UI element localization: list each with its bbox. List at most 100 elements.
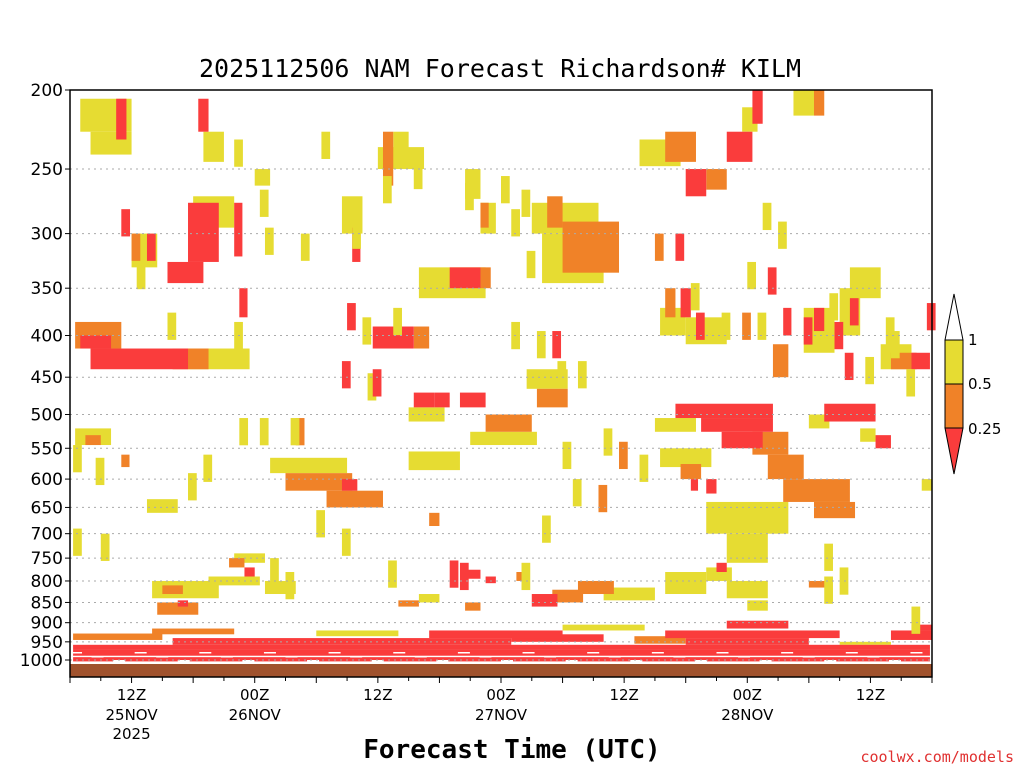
y-tick-label: 550	[31, 439, 63, 459]
ri-cell	[536, 331, 546, 359]
ri-region	[665, 572, 707, 595]
ri-cell	[362, 317, 372, 345]
ri-region	[244, 567, 255, 577]
ri-cell	[259, 418, 269, 446]
ri-region	[685, 638, 809, 645]
ri-cell	[73, 528, 82, 556]
ri-region	[157, 602, 199, 615]
ri-region	[511, 634, 604, 642]
ri-region	[690, 479, 699, 491]
ri-cell	[203, 454, 213, 482]
ri-region	[634, 636, 686, 644]
surface-streak	[371, 660, 384, 662]
ri-region	[793, 90, 814, 116]
ri-region	[783, 307, 792, 336]
ri-cell	[234, 139, 243, 167]
y-tick-label: 700	[31, 525, 63, 545]
ri-cell	[167, 312, 177, 340]
y-tick-label: 750	[31, 549, 63, 569]
ri-region	[911, 352, 930, 370]
ri-cell	[557, 361, 567, 389]
surface-streak	[630, 660, 643, 662]
ri-region	[382, 131, 394, 186]
surface-streak	[694, 660, 707, 662]
surface-streak	[220, 656, 233, 658]
ri-region	[398, 600, 419, 607]
surface-streak	[867, 656, 880, 658]
y-tick-label: 600	[31, 470, 63, 490]
ri-cell	[603, 428, 613, 456]
ri-cell	[844, 352, 854, 381]
ri-region	[459, 392, 486, 408]
y-tick-label: 400	[31, 326, 63, 346]
surface-streak	[350, 656, 363, 658]
ri-region	[408, 407, 445, 422]
ri-cell	[352, 221, 361, 249]
ri-cell	[803, 317, 813, 345]
y-axis: 200 250 300 350 400 450 500 550 600 650 700 750 8008…	[20, 81, 70, 671]
ri-region	[577, 580, 614, 595]
ri-cell	[188, 473, 197, 501]
ri-region	[921, 479, 932, 491]
credit-link[interactable]: coolwx.com/models	[860, 748, 1014, 766]
ri-region	[680, 464, 702, 480]
ri-cell	[372, 369, 382, 397]
ri-region	[188, 202, 219, 262]
ri-cell	[270, 558, 279, 586]
y-tick-label: 250	[31, 160, 63, 180]
ri-region	[116, 98, 127, 140]
ri-region	[73, 633, 163, 640]
ri-region	[547, 196, 563, 228]
ri-region	[772, 344, 789, 378]
ri-region	[465, 602, 481, 611]
ri-region	[203, 131, 224, 162]
ri-cell	[619, 441, 628, 470]
legend-bottom-arrow	[944, 427, 964, 475]
ri-cell	[849, 298, 859, 326]
x-tick-time: 12Z	[363, 686, 392, 704]
ri-cell	[264, 227, 274, 255]
ri-region	[418, 594, 440, 603]
x-tick-day: 28NOV	[721, 706, 774, 724]
ri-cell	[747, 261, 757, 290]
ri-region	[152, 628, 235, 635]
surface-streak	[501, 660, 513, 662]
ri-cell	[465, 182, 474, 211]
surface-streak	[242, 660, 255, 662]
ri-region	[726, 131, 753, 162]
y-tick-label: 1000	[20, 651, 63, 671]
ri-region	[285, 473, 353, 491]
ri-cell	[824, 543, 833, 571]
ri-cell	[890, 331, 900, 359]
ri-region	[167, 261, 204, 284]
ri-cell	[767, 267, 777, 295]
ri-region	[701, 418, 773, 432]
ri-cell	[341, 361, 351, 389]
ri-region	[73, 649, 930, 656]
ri-region	[177, 600, 189, 607]
y-tick-label: 650	[31, 498, 63, 518]
surface-streak	[910, 652, 923, 654]
ri-region	[685, 317, 727, 345]
surface-streak	[70, 652, 82, 654]
ri-region	[85, 435, 101, 446]
ri-region	[839, 641, 891, 645]
surface-streak	[199, 652, 212, 654]
ri-region	[552, 589, 584, 603]
ri-cell	[542, 515, 551, 543]
legend-label: 1	[968, 331, 978, 349]
ri-region	[875, 435, 891, 449]
surface-streak	[651, 652, 664, 654]
surface-streak	[328, 652, 341, 654]
ri-region	[824, 403, 876, 422]
ri-cell	[73, 445, 82, 473]
surface-streak	[263, 652, 276, 654]
ri-region	[429, 630, 563, 639]
ground-strip	[70, 664, 932, 677]
surface-streak	[587, 652, 600, 654]
ri-region	[716, 562, 727, 573]
ri-region	[198, 98, 209, 132]
surface-streak	[759, 660, 772, 662]
ri-region	[341, 479, 358, 491]
